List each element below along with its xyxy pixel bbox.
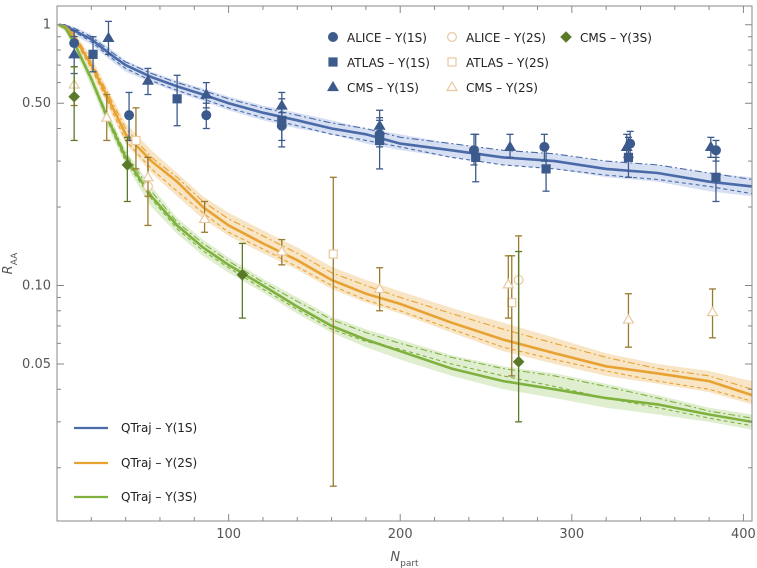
data-point [141,74,154,85]
y-axis-label: RAA [1,252,20,274]
data-point [704,140,717,151]
data-point [471,152,481,162]
legend-marker [328,57,338,67]
theory-dashed-1 [58,24,753,195]
data-point [512,355,525,368]
x-axis-label-sub: part [400,559,419,568]
y-axis-label-main: R [1,265,16,274]
y-axis-label-sub: AA [10,252,20,265]
data-point [373,282,386,294]
data-points [68,20,721,487]
data-point [541,164,551,174]
legend-label: CMS – Υ(1S) [347,81,419,95]
data-point [502,278,515,289]
x-tick-label: 100 [216,527,241,542]
theory-dotdash-2 [58,24,753,390]
data-point [200,88,213,99]
data-point [622,313,635,324]
axis-ticks: 100 200 300 400 1 0.50 0.10 0.05 [22,6,756,542]
data-point [124,110,135,121]
legend-line-label: QTraj – Υ(1S) [121,421,197,435]
legend-theory: QTraj – Υ(1S) QTraj – Υ(2S) QTraj – Υ(3S) [74,421,197,504]
legend-label: ATLAS – Υ(2S) [466,56,549,70]
y-tick-label: 0.10 [22,279,51,294]
data-point [504,140,517,151]
data-point [68,48,81,59]
theory-dashed-3 [58,24,753,427]
legend-marker [447,31,458,42]
legend-marker [447,57,457,67]
data-point [236,268,249,281]
theory-band-1 [58,24,752,197]
data-point [706,306,719,317]
theory-band-3 [58,24,752,430]
x-axis-label-main: N [390,550,400,565]
data-point [102,31,115,43]
x-tick-label: 200 [388,527,413,542]
legend-label: CMS – Υ(2S) [466,81,538,95]
legend-label: ATLAS – Υ(1S) [347,56,430,70]
data-point [328,249,338,259]
data-point [275,99,288,110]
y-tick-label: 0.50 [22,96,51,111]
data-point [201,110,212,121]
data-point [172,94,182,104]
data-point [68,90,80,103]
legend-label: CMS – Υ(3S) [580,31,652,45]
theory-dotdash-1 [58,24,753,181]
data-point [711,172,721,182]
data-point [620,140,633,151]
y-tick-label: 0.05 [22,357,51,372]
data-point [373,119,386,130]
theory-dashed-2 [58,24,753,402]
legend-marker [326,80,340,92]
x-tick-label: 400 [731,527,756,542]
legend-marker [445,80,459,92]
data-point [100,111,113,122]
legend-data: ALICE – Υ(1S) ALICE – Υ(2S) CMS – Υ(3S) ATL… [326,31,652,95]
legend-marker [560,31,572,43]
x-axis-label: Npart [390,550,419,568]
data-point [88,49,98,59]
data-point [198,212,211,224]
legend-label: ALICE – Υ(2S) [466,31,546,45]
data-point [141,171,154,182]
plot-frame [56,5,753,522]
data-point [275,245,288,256]
legend-line-label: QTraj – Υ(3S) [121,490,197,504]
legend-label: ALICE – Υ(1S) [347,31,427,45]
data-point [121,159,134,171]
data-point [131,135,141,146]
legend-line-label: QTraj – Υ(2S) [121,456,197,470]
legend-marker [328,31,339,42]
y-tick-label: 1 [43,18,51,33]
theory-bands [58,24,752,430]
theory-line-3 [58,23,753,424]
x-tick-label: 300 [559,527,584,542]
